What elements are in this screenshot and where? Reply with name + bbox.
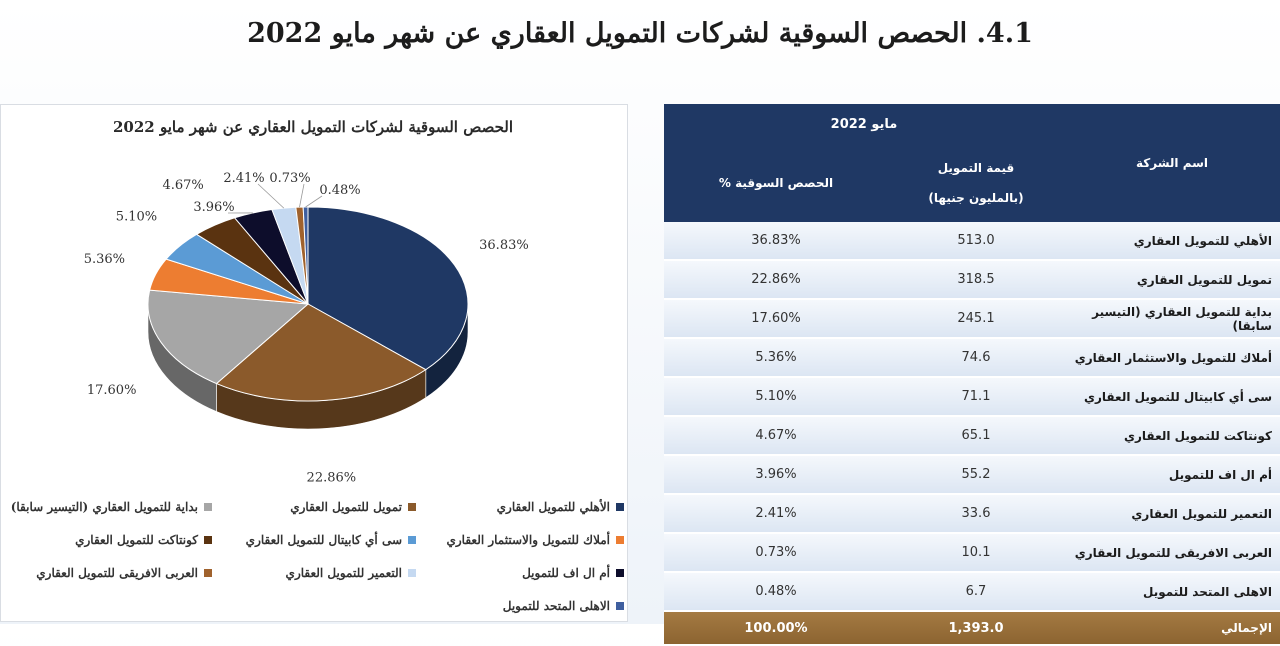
- legend-label: أم ال اف للتمويل: [522, 566, 610, 580]
- funding-value: 513.0: [888, 222, 1064, 260]
- legend-swatch: [204, 569, 212, 577]
- company-name: العربى الافريقى للتمويل العقاري: [1064, 533, 1280, 572]
- legend-label: تمويل للتمويل العقاري: [290, 500, 402, 514]
- legend-label: التعمير للتمويل العقاري: [286, 566, 402, 580]
- pie-leader-line: [300, 184, 304, 207]
- legend-swatch: [204, 536, 212, 544]
- legend-label: الاهلى المتحد للتمويل: [503, 599, 610, 613]
- chart-legend: الأهلي للتمويل العقاري تمويل للتمويل العق…: [0, 494, 626, 618]
- legend-item: بداية للتمويل العقاري (التيسير سابقا): [11, 498, 212, 516]
- legend-label: أملاك للتمويل والاستثمار العقاري: [446, 533, 610, 547]
- market-share: 5.36%: [664, 338, 888, 377]
- funding-value: 74.6: [888, 338, 1064, 377]
- legend-swatch: [616, 503, 624, 511]
- legend-item: الاهلى المتحد للتمويل: [503, 597, 624, 615]
- market-share: 0.48%: [664, 572, 888, 611]
- legend-swatch: [616, 602, 624, 610]
- funding-value: 33.6: [888, 494, 1064, 533]
- market-share: 5.10%: [664, 377, 888, 416]
- header-value: قيمة التمويل (بالمليون جنيها): [888, 144, 1064, 222]
- funding-value: 71.1: [888, 377, 1064, 416]
- company-name: كونتاكت للتمويل العقاري: [1064, 416, 1280, 455]
- legend-swatch: [616, 536, 624, 544]
- legend-label: الأهلي للتمويل العقاري: [497, 500, 610, 514]
- legend-swatch: [408, 536, 416, 544]
- header-month: مايو 2022: [664, 104, 1064, 144]
- funding-value: 10.1: [888, 533, 1064, 572]
- pie-data-label: 0.48%: [319, 183, 360, 198]
- legend-swatch: [616, 569, 624, 577]
- pie-chart: 36.83% 22.86% 17.60% 5.36% 5.10% 4.67% 3.96% 2.…: [0, 104, 626, 494]
- company-name: الاهلى المتحد للتمويل: [1064, 572, 1280, 611]
- pie-data-label: 5.36%: [84, 252, 125, 267]
- legend-swatch: [408, 503, 416, 511]
- legend-label: سى أي كابيتال للتمويل العقاري: [246, 533, 402, 547]
- funding-value: 6.7: [888, 572, 1064, 611]
- pie-data-label: 17.60%: [87, 383, 137, 398]
- total-value: 1,393.0: [888, 611, 1064, 645]
- market-share-table: اسم الشركة مايو 2022 قيمة التمويل (بالمل…: [664, 104, 1280, 646]
- company-name: أم ال اف للتمويل: [1064, 455, 1280, 494]
- header-value-line2: (بالمليون جنيها): [889, 183, 1063, 213]
- funding-value: 55.2: [888, 455, 1064, 494]
- market-share: 3.96%: [664, 455, 888, 494]
- legend-item: التعمير للتمويل العقاري: [286, 564, 416, 582]
- table-row: بداية للتمويل العقاري (التيسير سابقا)245…: [664, 299, 1280, 338]
- header-value-line1: قيمة التمويل: [889, 153, 1063, 183]
- header-company: اسم الشركة: [1064, 104, 1280, 222]
- funding-value: 65.1: [888, 416, 1064, 455]
- legend-swatch: [408, 569, 416, 577]
- legend-swatch: [204, 503, 212, 511]
- market-share: 17.60%: [664, 299, 888, 338]
- pie-data-label: 3.96%: [193, 200, 234, 215]
- pie-data-label: 36.83%: [479, 238, 529, 253]
- total-share: 100.00%: [664, 611, 888, 645]
- company-name: التعمير للتمويل العقاري: [1064, 494, 1280, 533]
- pie-data-label: 4.67%: [162, 178, 203, 193]
- legend-item: تمويل للتمويل العقاري: [290, 498, 416, 516]
- market-share: 2.41%: [664, 494, 888, 533]
- market-share: 36.83%: [664, 222, 888, 260]
- funding-value: 318.5: [888, 260, 1064, 299]
- legend-item: أملاك للتمويل والاستثمار العقاري: [446, 531, 624, 549]
- funding-value: 245.1: [888, 299, 1064, 338]
- pie-data-label: 0.73%: [269, 171, 310, 186]
- legend-item: العربى الافريقى للتمويل العقاري: [36, 564, 212, 582]
- company-name: تمويل للتمويل العقاري: [1064, 260, 1280, 299]
- market-share: 22.86%: [664, 260, 888, 299]
- company-name: بداية للتمويل العقاري (التيسير سابقا): [1064, 299, 1280, 338]
- market-share: 0.73%: [664, 533, 888, 572]
- page-title: 4.1. الحصص السوقية لشركات التمويل العقار…: [0, 18, 1280, 49]
- legend-label: العربى الافريقى للتمويل العقاري: [36, 566, 198, 580]
- pie-data-label: 5.10%: [116, 209, 157, 224]
- pie-data-label: 22.86%: [307, 471, 357, 486]
- legend-item: سى أي كابيتال للتمويل العقاري: [246, 531, 416, 549]
- pie-slices: [148, 207, 468, 401]
- total-label: الإجمالي: [1064, 611, 1280, 645]
- pie-data-label: 2.41%: [223, 171, 264, 186]
- header-share: الحصص السوقية %: [664, 144, 888, 222]
- legend-label: كونتاكت للتمويل العقاري: [75, 533, 198, 547]
- legend-item: الأهلي للتمويل العقاري: [497, 498, 624, 516]
- legend-item: كونتاكت للتمويل العقاري: [75, 531, 212, 549]
- company-name: سى أي كابيتال للتمويل العقاري: [1064, 377, 1280, 416]
- market-share: 4.67%: [664, 416, 888, 455]
- pie-leader-line: [258, 184, 284, 208]
- legend-label: بداية للتمويل العقاري (التيسير سابقا): [11, 500, 198, 514]
- legend-item: أم ال اف للتمويل: [522, 564, 624, 582]
- company-name: الأهلي للتمويل العقاري: [1064, 222, 1280, 260]
- company-name: أملاك للتمويل والاستثمار العقاري: [1064, 338, 1280, 377]
